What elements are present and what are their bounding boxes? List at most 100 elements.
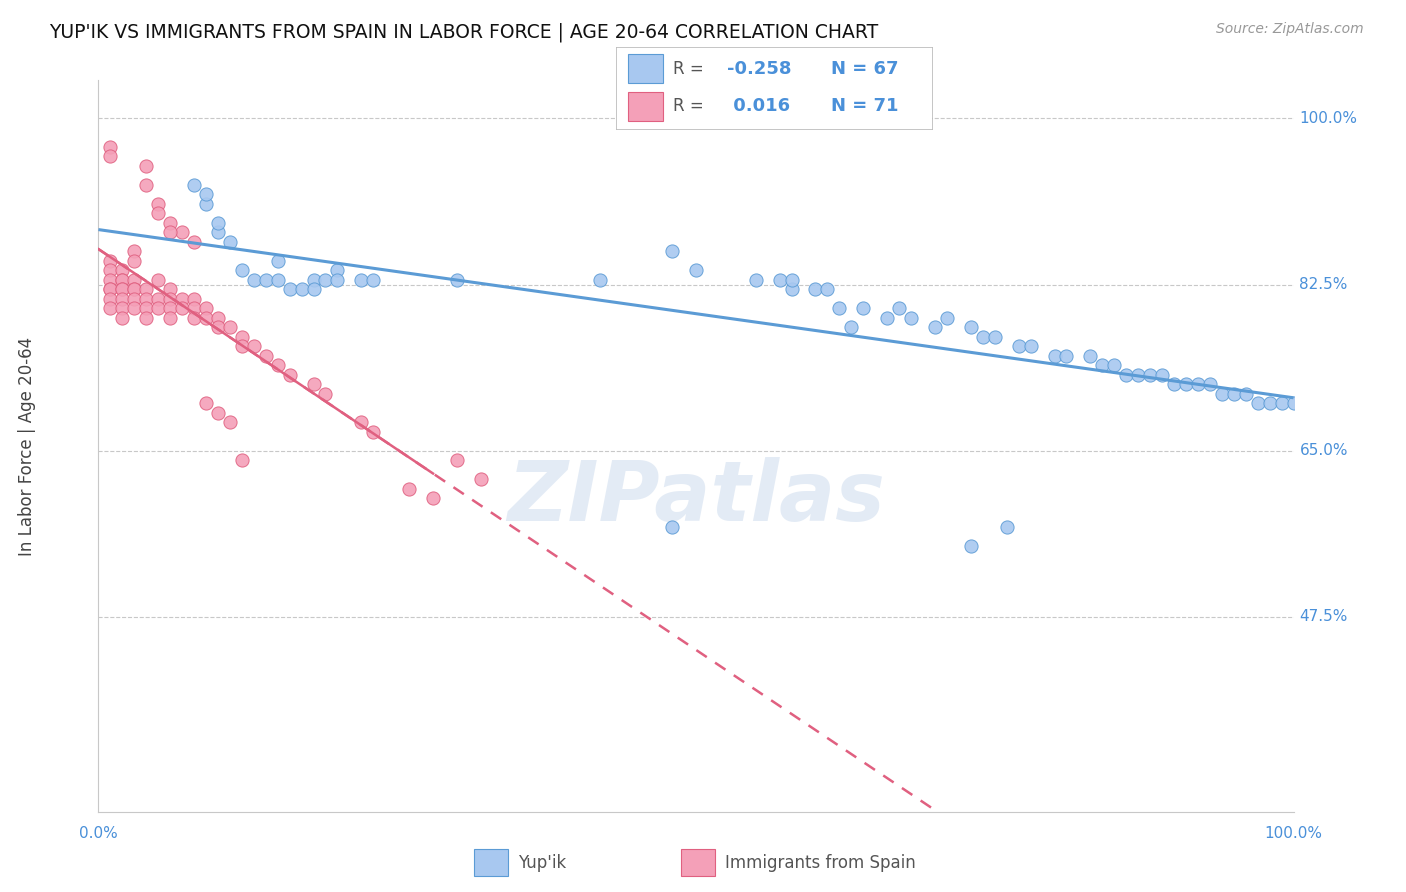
Point (1222, 386, 1246, 401)
Point (267, 358, 290, 372)
Point (780, 273, 803, 287)
Bar (628, 92, 664, 121)
Point (194, 301, 217, 316)
Point (111, 292, 134, 306)
Point (326, 263, 349, 277)
Point (1091, 358, 1114, 372)
Point (745, 273, 768, 287)
Point (219, 235, 242, 249)
Point (959, 320, 981, 334)
Point (780, 282, 803, 296)
Point (839, 320, 862, 334)
Point (1234, 386, 1257, 401)
Point (111, 301, 134, 316)
Point (254, 273, 277, 287)
Point (148, 301, 170, 316)
Point (1128, 368, 1150, 382)
Point (111, 310, 134, 325)
Text: N = 71: N = 71 (831, 97, 898, 115)
Point (135, 292, 157, 306)
Point (135, 178, 157, 192)
Point (1282, 396, 1305, 410)
Text: 100.0%: 100.0% (1299, 111, 1358, 126)
Point (470, 472, 492, 486)
Point (148, 273, 170, 287)
Point (315, 386, 337, 401)
Point (1019, 339, 1042, 353)
Text: In Labor Force | Age 20-64: In Labor Force | Age 20-64 (18, 336, 35, 556)
Point (194, 187, 217, 202)
Point (1163, 377, 1185, 392)
Text: R =: R = (672, 97, 709, 115)
Point (243, 339, 266, 353)
Point (231, 263, 253, 277)
Point (98, 149, 122, 163)
Text: 0.016: 0.016 (727, 97, 790, 115)
Point (1054, 349, 1078, 363)
Point (148, 292, 170, 306)
Point (685, 263, 707, 277)
Point (804, 282, 827, 296)
Point (111, 282, 134, 296)
Point (148, 196, 170, 211)
Point (446, 453, 468, 467)
Point (172, 225, 194, 239)
Point (278, 368, 301, 382)
Point (159, 216, 181, 230)
Point (290, 282, 312, 296)
Point (1007, 339, 1029, 353)
Point (111, 273, 134, 287)
Point (1150, 368, 1173, 382)
Point (350, 415, 373, 429)
Point (159, 282, 181, 296)
Point (1246, 396, 1268, 410)
Point (852, 301, 875, 316)
Point (159, 310, 181, 325)
Point (124, 244, 146, 259)
Point (135, 310, 157, 325)
Point (194, 196, 217, 211)
Bar (681, 849, 716, 876)
Point (661, 520, 683, 534)
Point (124, 292, 146, 306)
Point (98, 263, 122, 277)
Text: 47.5%: 47.5% (1299, 609, 1348, 624)
Point (1080, 349, 1102, 363)
Point (98, 273, 122, 287)
Point (124, 301, 146, 316)
Point (302, 282, 325, 296)
Point (959, 539, 981, 553)
Point (135, 282, 157, 296)
Point (1211, 386, 1233, 401)
Text: R =: R = (672, 60, 709, 78)
Point (183, 292, 205, 306)
Point (231, 453, 253, 467)
Point (1175, 377, 1198, 392)
Point (876, 310, 898, 325)
Point (183, 178, 205, 192)
Point (315, 273, 337, 287)
Point (1115, 368, 1137, 382)
Bar (628, 54, 664, 83)
Point (935, 310, 957, 325)
Point (124, 282, 146, 296)
Point (194, 310, 217, 325)
Point (124, 273, 146, 287)
Point (172, 292, 194, 306)
Text: 82.5%: 82.5% (1299, 277, 1348, 292)
Point (135, 159, 157, 173)
Point (267, 253, 290, 268)
Point (1187, 377, 1209, 392)
Text: YUP'IK VS IMMIGRANTS FROM SPAIN IN LABOR FORCE | AGE 20-64 CORRELATION CHART: YUP'IK VS IMMIGRANTS FROM SPAIN IN LABOR… (49, 22, 879, 42)
Point (889, 301, 911, 316)
Point (1198, 377, 1220, 392)
Point (124, 253, 146, 268)
Point (111, 282, 134, 296)
Point (159, 301, 181, 316)
Point (111, 263, 134, 277)
Text: Yup'ik: Yup'ik (517, 854, 567, 871)
Point (900, 310, 922, 325)
Point (1102, 358, 1125, 372)
Point (98, 140, 122, 154)
Point (1271, 396, 1294, 410)
